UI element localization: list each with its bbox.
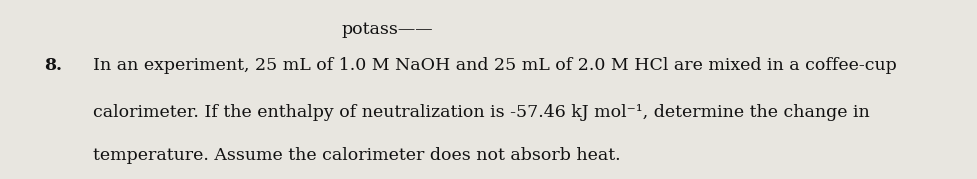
Text: 8.: 8. [44, 57, 62, 74]
Text: temperature. Assume the calorimeter does not absorb heat.: temperature. Assume the calorimeter does… [93, 147, 620, 164]
Text: potass——: potass—— [342, 21, 434, 38]
Text: In an experiment, 25 mL of 1.0 M NaOH and 25 mL of 2.0 M HCl are mixed in a coff: In an experiment, 25 mL of 1.0 M NaOH an… [93, 57, 897, 74]
Text: calorimeter. If the enthalpy of neutralization is -57.46 kJ mol⁻¹, determine the: calorimeter. If the enthalpy of neutrali… [93, 104, 870, 121]
